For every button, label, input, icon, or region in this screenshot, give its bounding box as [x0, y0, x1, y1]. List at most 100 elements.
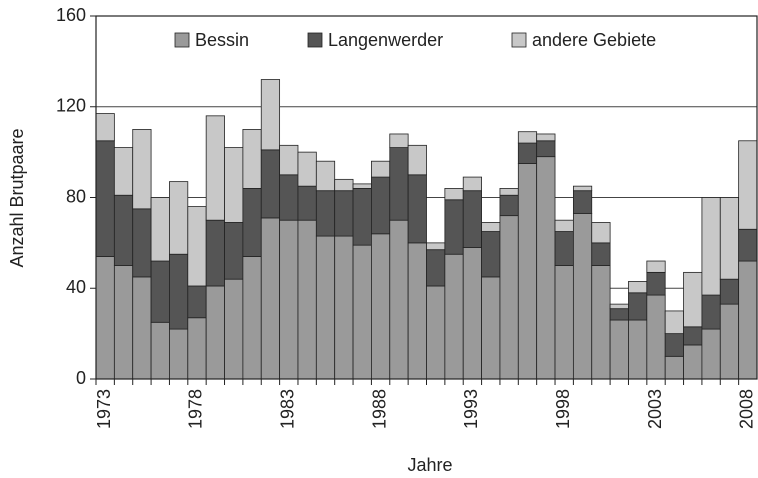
bar-segment: [279, 174, 299, 221]
bar-segment: [407, 144, 427, 176]
bar-segment: [499, 194, 519, 217]
bar-segment: [407, 242, 427, 380]
bar-segment: [554, 265, 574, 380]
bar-segment: [738, 260, 758, 380]
bar-segment: [719, 197, 740, 280]
bar-segment: [371, 233, 391, 380]
bar-segment: [444, 199, 464, 255]
x-tick-label: 2008: [737, 389, 757, 429]
bar-segment: [646, 271, 666, 296]
bar-segment: [352, 188, 372, 246]
x-tick-label: 1973: [94, 389, 114, 429]
bar-segment: [609, 308, 629, 321]
bar-segment: [169, 253, 189, 330]
bar-segment: [315, 160, 336, 192]
bar-segment: [371, 160, 391, 178]
bar-segment: [407, 174, 427, 244]
bar-segment: [242, 188, 262, 257]
bar-segment: [113, 147, 134, 196]
bar-segment: [389, 219, 409, 380]
plot-frame: [95, 15, 758, 380]
bar-segment: [664, 355, 684, 380]
bar-segment: [591, 222, 611, 244]
bar-segment: [628, 319, 648, 380]
bar-segment: [132, 129, 152, 210]
bar-segment: [591, 242, 611, 266]
bar-segment: [517, 163, 538, 380]
bar-segment: [224, 278, 244, 380]
bar-segment: [536, 156, 556, 380]
bar-segment: [481, 222, 501, 232]
x-tick-label: 1998: [553, 389, 573, 429]
bar-segment: [334, 235, 354, 380]
bar-segment: [169, 181, 189, 255]
x-tick-label: 1978: [186, 389, 206, 429]
bar-segment: [719, 278, 740, 305]
bar-segment: [426, 249, 446, 287]
x-tick-label: 1988: [369, 389, 389, 429]
bar-segment: [462, 190, 482, 248]
bar-segment: [150, 321, 170, 380]
bar-segment: [664, 310, 684, 335]
y-tick-label: 0: [76, 368, 86, 388]
bar-segment: [315, 190, 336, 237]
bar-segment: [554, 231, 574, 266]
bar-segment: [260, 149, 281, 219]
bar-segment: [462, 247, 482, 380]
bar-segment: [646, 294, 666, 380]
legend-label: Langenwerder: [328, 30, 443, 50]
bar-segment: [517, 142, 538, 164]
bar-segment: [481, 276, 501, 380]
bar-segment: [683, 271, 703, 328]
bar-segment: [260, 79, 281, 151]
bar-segment: [444, 188, 464, 201]
x-tick-label: 2003: [645, 389, 665, 429]
bar-segment: [628, 281, 648, 294]
bar-segment: [572, 212, 593, 380]
bar-segment: [224, 147, 244, 223]
bar-segment: [205, 219, 225, 287]
bar-segment: [187, 317, 207, 380]
bar-segment: [536, 133, 556, 142]
bar-segment: [297, 151, 317, 187]
bar-segment: [481, 231, 501, 278]
bar-segment: [95, 113, 115, 142]
legend-swatch: [174, 32, 190, 48]
legend-swatch: [511, 32, 527, 48]
bar-segment: [517, 131, 538, 144]
bar-segment: [719, 303, 740, 380]
bar-segment: [738, 140, 758, 230]
bar-segment: [646, 260, 666, 273]
bar-segment: [499, 188, 519, 196]
bar-segment: [187, 206, 207, 287]
x-axis-label: Jahre: [407, 455, 452, 475]
bar-segment: [352, 183, 372, 189]
x-tick-label: 1993: [461, 389, 481, 429]
bar-segment: [113, 265, 134, 380]
bar-segment: [389, 147, 409, 221]
bar-segment: [444, 253, 464, 380]
bar-segment: [150, 197, 170, 262]
y-axis-label: Anzahl Brutpaare: [7, 128, 27, 267]
bar-segment: [205, 285, 225, 380]
bar-segment: [242, 129, 262, 189]
x-tick-label: 1983: [278, 389, 298, 429]
y-tick-label: 80: [66, 186, 86, 206]
bar-segment: [426, 242, 446, 251]
y-tick-label: 160: [56, 5, 86, 25]
bar-segment: [499, 215, 519, 380]
bar-segment: [389, 133, 409, 148]
bar-segment: [279, 144, 299, 176]
bar-segment: [279, 219, 299, 380]
bar-segment: [352, 244, 372, 380]
bar-segment: [187, 285, 207, 319]
bar-segment: [462, 176, 482, 192]
bar-segment: [95, 140, 115, 257]
bar-segment: [701, 197, 721, 296]
bar-segment: [315, 235, 336, 380]
bar-segment: [664, 333, 684, 357]
bar-segment: [426, 285, 446, 380]
bar-segment: [132, 276, 152, 380]
bar-segment: [609, 319, 629, 380]
bar-segment: [260, 217, 281, 380]
